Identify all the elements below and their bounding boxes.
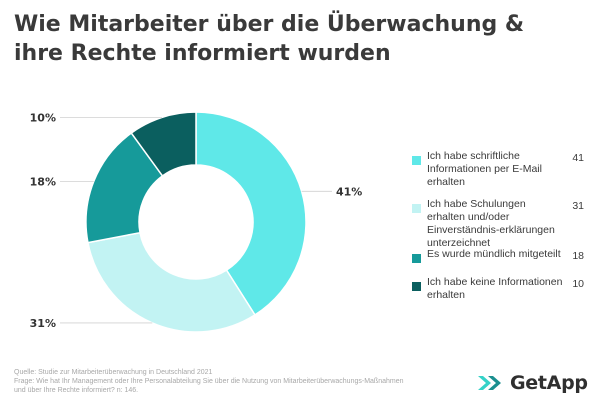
legend-swatch [412,204,421,213]
slice-value-label: 41% [336,185,362,198]
slice-value-labels: 41% 31% 18% 10% [30,111,363,330]
legend-value: 10 [572,278,584,290]
question-note-line-1: Frage: Wie hat Ihr Management oder Ihre … [14,378,404,385]
slice-value-label: 31% [30,317,56,330]
donut-slice [195,111,307,316]
source-note: Quelle: Studie zur Mitarbeiterüberwachun… [14,369,213,376]
legend-swatch [412,282,421,291]
chart-title-line-2: ihre Rechte informiert wurden [14,41,391,66]
legend-value: 41 [572,152,584,164]
legend-swatch [412,156,421,165]
question-note-line-2: und über Ihre Rechte informiert? n: 146. [14,387,139,394]
legend-value: 31 [572,200,584,212]
getapp-logo: GetApp [476,372,588,394]
legend-value: 18 [572,250,584,262]
legend-label: Ich habe Schulungen erhalten und/oder Ei… [427,198,555,249]
donut-slice [87,231,256,333]
chart-title-line-1: Wie Mitarbeiter über die Überwachung & [14,12,525,37]
slice-value-label: 18% [30,176,56,189]
chart-footer: Quelle: Studie zur Mitarbeiterüberwachun… [14,368,454,395]
slice-value-label: 10% [30,111,56,124]
legend-label: Es wurde mündlich mitgeteilt [427,248,561,260]
legend-item: Ich habe schriftliche Informationen per … [412,150,590,188]
legend: Ich habe schriftliche Informationen per … [412,150,590,314]
legend-label: Ich habe keine Informationen erhalten [427,276,563,301]
legend-item: Ich habe Schulungen erhalten und/oder Ei… [412,198,590,249]
legend-item: Es wurde mündlich mitgeteilt 18 [412,248,590,266]
donut-slices [85,111,307,333]
chart-title: Wie Mitarbeiter über die Überwachung & i… [14,10,574,68]
legend-item: Ich habe keine Informationen erhalten 10 [412,276,590,304]
getapp-chevrons-icon [478,376,501,390]
getapp-logo-text: GetApp [510,372,588,394]
legend-label: Ich habe schriftliche Informationen per … [427,150,542,188]
legend-swatch [412,254,421,263]
label-leader-lines [60,116,332,324]
donut-slice [130,111,197,177]
